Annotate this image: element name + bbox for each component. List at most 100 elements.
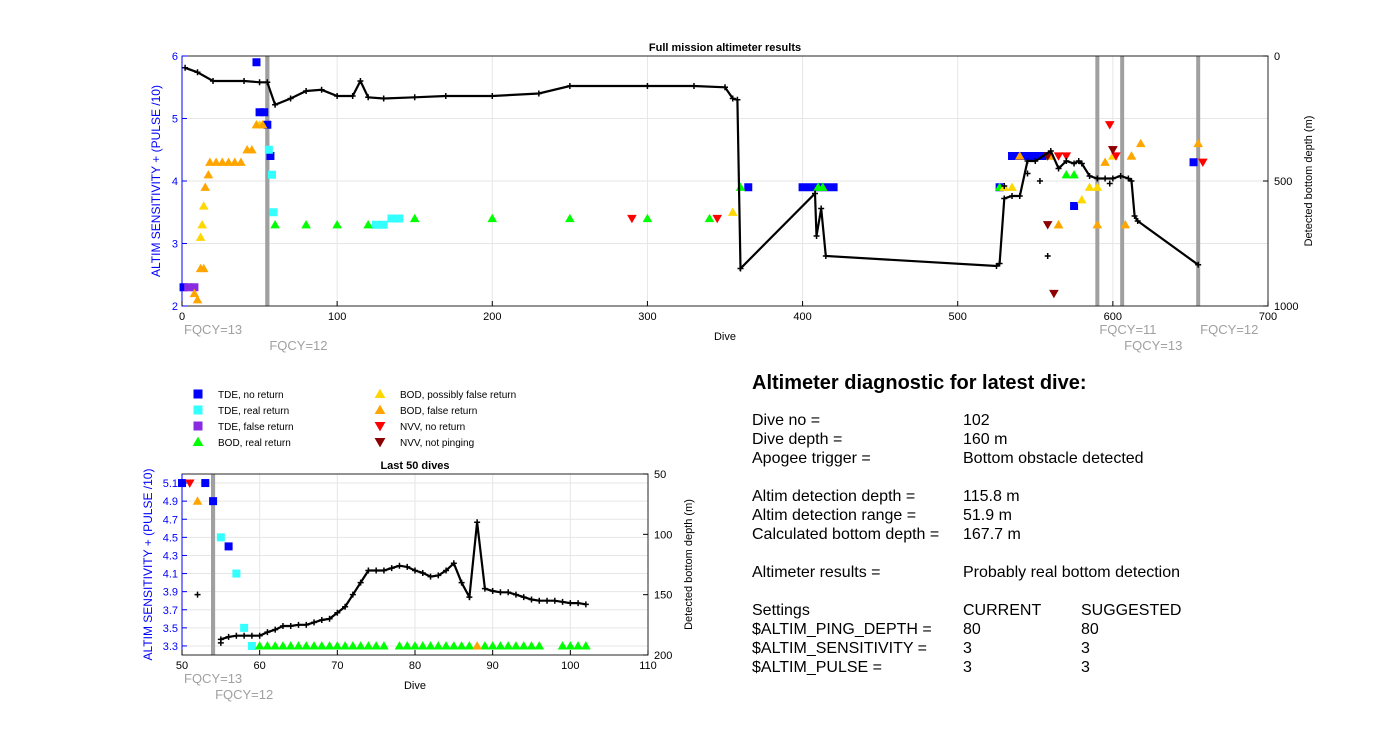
- marker-tde-no-return: [829, 183, 838, 192]
- y-tick-label: 4.5: [163, 532, 178, 544]
- sensitivity-row: $ALTIM_SENSITIVITY = 3 3: [752, 639, 1312, 658]
- suggested-label: SUGGESTED: [1081, 602, 1182, 619]
- depth-point: [544, 597, 551, 604]
- depth-point: [442, 93, 449, 99]
- marker-tde-no-return: [1031, 152, 1040, 160]
- chart-title: Full mission altimeter results: [649, 42, 801, 54]
- marker-bod-real-return: [309, 641, 319, 650]
- marker-bod-real-return: [1069, 169, 1079, 179]
- marker-bod-false-return: [198, 263, 209, 273]
- depth-point: [1109, 175, 1116, 182]
- depth-point: [412, 567, 418, 574]
- marker-tde-no-return: [1070, 202, 1079, 210]
- marker-tde-real-return: [232, 569, 241, 578]
- marker-bod-false-return: [1120, 219, 1131, 229]
- marker-tde-real-return: [387, 214, 396, 223]
- marker-bod-real-return: [379, 641, 389, 650]
- marker-nvv-no-return: [627, 214, 637, 224]
- depth-point: [536, 597, 543, 604]
- marker-bod-false-return: [223, 157, 234, 166]
- marker-bod-real-return: [293, 641, 304, 650]
- x-tick-label: 90: [487, 660, 499, 672]
- marker-bod-real-return: [355, 641, 366, 650]
- marker-bod-real-return: [433, 641, 444, 650]
- marker-tde-no-return: [255, 108, 264, 117]
- marker-bod-real-return: [301, 219, 311, 229]
- marker-bod-possibly-false-return: [1077, 194, 1087, 204]
- depth-point: [1055, 165, 1062, 172]
- marker-bod-possibly-false-return: [1092, 182, 1103, 191]
- marker-bod-real-return: [278, 641, 288, 650]
- marker-bod-real-return: [402, 641, 413, 650]
- depth-point: [1032, 158, 1039, 164]
- marker-bod-real-return: [573, 641, 583, 650]
- y2-tick-label: 100: [654, 529, 672, 541]
- y-tick-label: 3.7: [163, 605, 178, 617]
- depth-point: [256, 632, 263, 639]
- marker-tde-real-return: [379, 220, 388, 229]
- depth-point: [248, 632, 255, 639]
- depth-point: [303, 88, 310, 94]
- marker-bod-real-return: [254, 641, 265, 650]
- depth-point: [256, 79, 263, 86]
- depth-point: [182, 64, 189, 71]
- marker-tde-no-return: [252, 58, 261, 67]
- depth-point: [582, 601, 589, 608]
- marker-bod-real-return: [518, 641, 529, 650]
- depth-point: [1071, 160, 1078, 167]
- calculated-bottom-depth-label: Calculated bottom depth =: [752, 526, 940, 543]
- altimeter-results-label: Altimeter results =: [752, 564, 881, 581]
- marker-bod-real-return: [441, 641, 451, 650]
- fqcy-label: FQCY=13: [1124, 338, 1182, 353]
- depth-point: [520, 594, 527, 601]
- legend-label: BOD, false return: [400, 406, 477, 417]
- altimeter-results-value: Probably real bottom detection: [963, 564, 1181, 581]
- marker-bod-false-return: [1014, 151, 1025, 160]
- marker-bod-real-return: [704, 213, 715, 223]
- marker-bod-false-return: [1100, 157, 1110, 166]
- marker-bod-possibly-false-return: [1084, 182, 1095, 191]
- y-tick-label: 3.5: [163, 623, 178, 635]
- depth-point: [1131, 213, 1138, 219]
- fqcy-label: FQCY=12: [269, 338, 327, 353]
- marker-nvv-no-return: [1198, 158, 1208, 168]
- y-tick-label: 5: [172, 114, 178, 126]
- depth-point: [427, 573, 434, 580]
- depth-point: [1075, 158, 1082, 164]
- depth-point: [1024, 158, 1031, 164]
- depth-point: [528, 596, 535, 603]
- depth-point: [295, 621, 302, 628]
- marker-bod-real-return: [487, 641, 498, 650]
- pulse-current: 3: [963, 659, 972, 676]
- marker-bod-real-return: [487, 213, 498, 223]
- y2-tick-label: 50: [654, 469, 666, 481]
- depth-point: [737, 265, 744, 272]
- marker-bod-real-return: [371, 641, 381, 650]
- marker-bod-false-return: [1126, 151, 1137, 160]
- marker-bod-real-return: [285, 641, 296, 650]
- altimeter-diagnostic-panel: Altimeter diagnostic for latest dive: Di…: [752, 372, 1312, 677]
- altim-detection-range-label: Altim detection range =: [752, 507, 917, 524]
- marker-bod-possibly-false-return: [727, 207, 738, 216]
- depth-point: [474, 519, 481, 526]
- marker-bod-real-return: [526, 641, 537, 650]
- marker-tde-no-return: [266, 152, 275, 160]
- depth-point: [357, 579, 364, 586]
- depth-point: [334, 609, 341, 616]
- x-tick-label: 0: [179, 311, 185, 323]
- depth-point: [512, 591, 519, 598]
- y-axis-label: ALTIM SENSITIVITY + (PULSE /10): [141, 469, 155, 661]
- settings-header-row: Settings CURRENT SUGGESTED: [752, 601, 1312, 620]
- depth-point: [1024, 170, 1031, 177]
- marker-bod-real-return: [301, 641, 312, 650]
- x-axis-label: Dive: [404, 680, 426, 692]
- x-tick-label: 110: [639, 660, 657, 672]
- depth-point: [210, 78, 217, 84]
- dive-no-value: 102: [963, 412, 990, 429]
- x-tick-label: 300: [638, 311, 656, 323]
- depth-point: [373, 567, 380, 574]
- marker-tde-no-return: [1189, 158, 1198, 167]
- depth-point: [1078, 160, 1085, 167]
